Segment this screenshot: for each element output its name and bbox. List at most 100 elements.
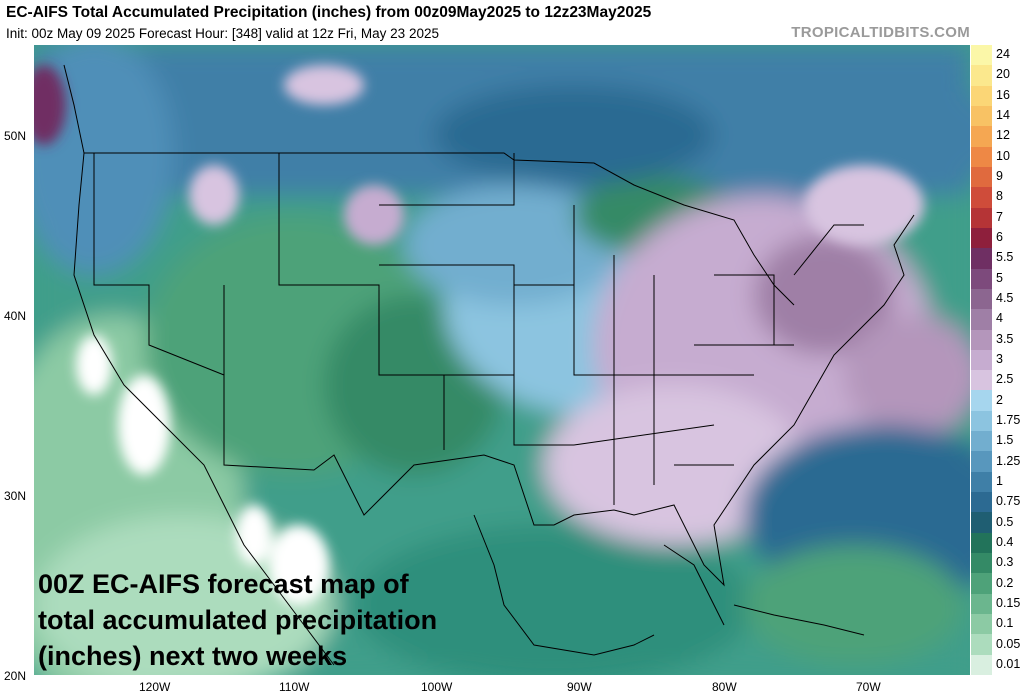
legend-label: 16 [996,87,1010,102]
legend-swatch [971,187,992,208]
legend-swatch [971,471,992,493]
legend-label: 9 [996,169,1003,184]
legend-level: 6 [971,227,1021,249]
legend-label: 10 [996,148,1010,163]
legend-label: 0.75 [996,494,1021,509]
legend-level: 14 [971,105,1021,127]
precipitation-legend: 24 20 16 14 12 10 9 8 7 6 5.5 5 4.5 4 3.5 3 2.5 2 1.75 1.5 1… [971,45,1021,675]
legend-level: 0.15 [971,593,1021,615]
caption-line-3: (inches) next two weeks [38,641,348,671]
legend-label: 2 [996,392,1003,407]
borders [84,152,915,587]
legend-level: 5.5 [971,248,1021,269]
caption-line-2: total accumulated precipitation [38,605,438,635]
map-title: EC-AIFS Total Accumulated Precipitation … [6,4,652,21]
legend-swatch [971,268,992,289]
legend-level: 0.01 [971,654,1021,675]
legend-swatch [971,227,992,249]
legend-swatch [971,654,992,675]
legend-label: 0.2 [996,575,1014,590]
lat-label-50n: 50N [4,129,27,143]
legend-level: 1.5 [971,431,1021,452]
legend-level: 1.25 [971,451,1021,472]
lat-label-30n: 30N [4,489,27,503]
legend-level: 5 [971,268,1021,289]
legend-level: 4.5 [971,288,1021,310]
lon-label-80w: 80W [712,680,737,694]
lat-label-40n: 40N [4,309,27,323]
legend-level: 0.75 [971,492,1021,513]
legend-level: 9 [971,166,1021,188]
legend-label: 0.05 [996,636,1021,651]
legend-swatch [971,207,992,228]
legend-swatch [971,410,992,432]
lon-label-100w: 100W [421,680,453,694]
legend-level: 7 [971,207,1021,228]
legend-swatch [971,634,992,655]
legend-swatch [971,329,992,350]
legend-label: 6 [996,230,1003,245]
legend-swatch [971,166,992,188]
legend-level: 3 [971,349,1021,371]
legend-swatch [971,593,992,615]
legend-level: 0.2 [971,573,1021,594]
legend-swatch [971,65,992,86]
lat-label-20n: 20N [4,669,27,683]
legend-label: 0.15 [996,595,1021,610]
legend-swatch [971,248,992,269]
legend-swatch [971,370,992,391]
legend-level: 12 [971,126,1021,147]
legend-label: 2.5 [996,372,1014,387]
legend-label: 5.5 [996,250,1014,265]
legend-label: 4 [996,311,1003,326]
legend-level: 2.5 [971,370,1021,391]
legend-swatch [971,288,992,310]
legend-swatch [971,309,992,330]
lon-label-90w: 90W [567,680,592,694]
legend-label: 1.5 [996,433,1014,448]
legend-label: 1 [996,473,1003,488]
legend-swatch [971,105,992,127]
precipitation-map [34,45,970,675]
legend-level: 20 [971,65,1021,86]
legend-label: 1.25 [996,453,1021,468]
legend-swatch [971,146,992,167]
legend-level: 1 [971,471,1021,493]
site-brand[interactable]: TROPICALTIDBITS.COM [791,24,970,41]
caption-line-1: 00Z EC-AIFS forecast map of [38,569,409,599]
legend-swatch [971,532,992,554]
legend-label: 0.5 [996,514,1014,529]
coastlines [63,64,865,666]
legend-level: 3.5 [971,329,1021,350]
legend-label: 4.5 [996,291,1014,306]
legend-level: 8 [971,187,1021,208]
legend-level: 0.5 [971,512,1021,533]
legend-swatch [971,553,992,574]
legend-label: 0.01 [996,656,1021,671]
legend-level: 4 [971,309,1021,330]
legend-level: 10 [971,146,1021,167]
legend-swatch [971,85,992,106]
legend-label: 20 [996,67,1010,82]
lon-label-120w: 120W [139,680,171,694]
legend-swatch [971,451,992,472]
legend-label: 5 [996,270,1003,285]
legend-swatch [971,390,992,411]
map-field [34,45,970,675]
legend-level: 0.05 [971,634,1021,655]
legend-label: 7 [996,209,1003,224]
lon-label-110w: 110W [279,680,310,694]
map-subtitle: Init: 00z May 09 2025 Forecast Hour: [34… [6,26,439,41]
lon-label-70w: 70W [856,680,881,694]
legend-swatch [971,349,992,371]
legend-label: 14 [996,108,1010,123]
legend-level: 2 [971,390,1021,411]
legend-label: 3.5 [996,331,1014,346]
legend-swatch [971,492,992,513]
legend-swatch [971,126,992,147]
legend-label: 8 [996,189,1003,204]
legend-label: 3 [996,351,1003,366]
caption-overlay: 00Z EC-AIFS forecast map of total accumu… [38,566,437,674]
legend-level: 16 [971,85,1021,106]
legend-level: 24 [971,45,1021,66]
